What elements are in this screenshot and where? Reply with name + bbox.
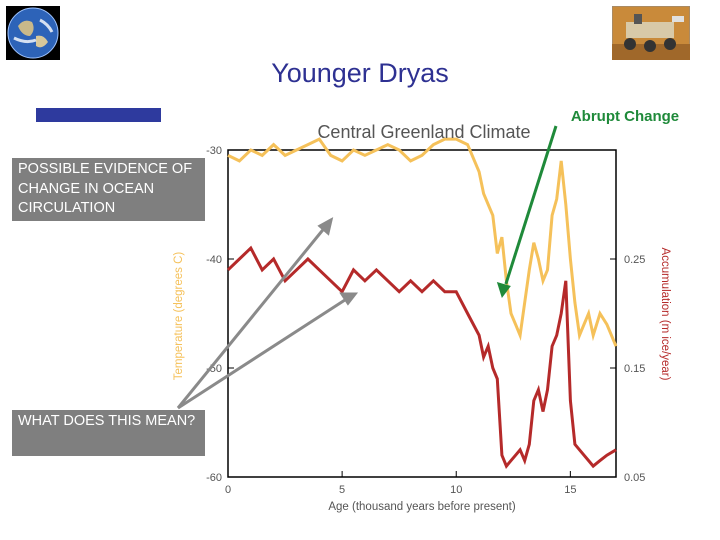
earth-globe-icon: [6, 6, 60, 60]
y-tick-label: -50: [206, 363, 222, 375]
abrupt-change-arrow: [504, 125, 558, 285]
x-axis-label: Age (thousand years before present): [328, 501, 515, 513]
title-accent-bar: [36, 108, 161, 122]
y-tick-label: -40: [206, 254, 222, 266]
abrupt-change-arrowhead: [496, 282, 511, 298]
x-tick-label: 5: [339, 484, 345, 496]
earth-globe-graphic: [6, 6, 60, 60]
y2-tick-label: 0.15: [624, 363, 645, 375]
pointer-head-temperature: [317, 217, 334, 236]
note-what-does-this-mean: WHAT DOES THIS MEAN?: [12, 410, 205, 456]
y2-axis-label: Accumulation (m ice/year): [659, 248, 671, 381]
y-axis-label: Temperature (degrees C): [173, 252, 185, 381]
pointer-line-accumulation: [177, 296, 349, 410]
mars-rover-graphic: [611, 5, 691, 61]
pointer-line-temperature: [176, 225, 328, 409]
temperature-series-line: [227, 137, 618, 347]
x-tick-label: 10: [450, 484, 462, 496]
pointer-head-accumulation: [339, 292, 359, 306]
x-tick-label: 0: [225, 484, 231, 496]
y-tick-label: -60: [206, 472, 222, 484]
plot-area: [227, 149, 617, 478]
abrupt-change-label: Abrupt Change: [571, 108, 679, 125]
accumulation-series-line: [226, 245, 617, 469]
chart-title: Central Greenland Climate: [317, 122, 530, 142]
x-tick-label: 15: [564, 484, 576, 496]
slide-title: Younger Dryas: [271, 58, 449, 88]
y-tick-label: -30: [206, 145, 222, 157]
y2-tick-label: 0.25: [624, 254, 645, 266]
note-ocean-circulation: POSSIBLE EVIDENCE OF CHANGE IN OCEAN CIR…: [12, 158, 205, 221]
mars-rover-icon: [611, 5, 691, 61]
y2-tick-label: 0.05: [624, 472, 645, 484]
